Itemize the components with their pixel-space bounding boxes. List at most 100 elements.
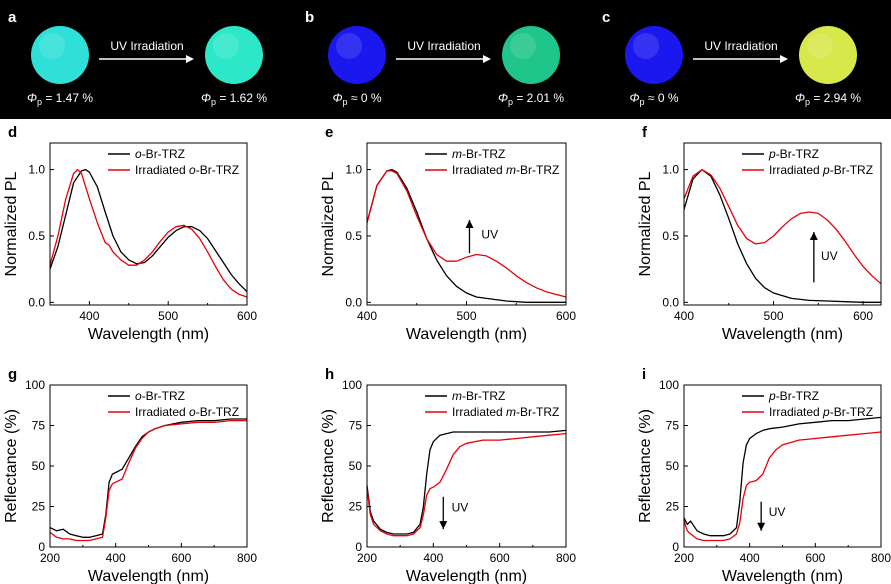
x-tick-label: 500 [456, 309, 476, 323]
series-line-1 [49, 168, 248, 293]
y-tick-label: 0.5 [662, 229, 679, 243]
legend: m-Br-TRZ Irradiated m-Br-TRZ [425, 389, 559, 419]
x-tick-label: 400 [357, 309, 377, 323]
photo-panel-c: c UV Irradiation Φp ≈ 0 % Φp = 2.94 % [602, 9, 861, 107]
sample-before-disc [625, 26, 683, 84]
y-tick-label: 0 [672, 540, 679, 554]
y-axis-label: Reflectance (%) [637, 409, 654, 523]
photo-strip: a UV Irradiation Φp = 1.47 % Φp = 1.62 % b UV… [8, 9, 861, 107]
x-axis-label: Wavelength (nm) [722, 568, 843, 584]
arrow-head [483, 55, 491, 63]
phi-after-value: Φp = 1.62 % [201, 91, 267, 107]
x-axis-label: Wavelength (nm) [722, 326, 843, 343]
sample-before-highlight [335, 32, 363, 60]
panel-label: i [642, 366, 646, 383]
x-axis-label: Wavelength (nm) [406, 568, 527, 584]
uv-annotation: UV [481, 228, 498, 242]
series-line-1 [49, 418, 247, 538]
sample-before-disc [31, 26, 89, 84]
legend-entry-2: Irradiated o-Br-TRZ [135, 405, 239, 419]
y-tick-label: 25 [349, 500, 363, 514]
chart-panel-d: d 400 500 600 0.0 0.5 1.0 Wavelength (nm) Normal… [3, 124, 257, 343]
panel-label: b [305, 9, 314, 26]
chart-panel-g: g 200 400 600 800 0 25 50 75 100 Wavelength (nm) Re… [3, 366, 257, 584]
phi-before-value: Φp = 1.47 % [27, 91, 93, 107]
y-tick-label: 25 [666, 500, 680, 514]
chart-panel-e: e 400 500 600 0.0 0.5 1.0 Wavelength (nm) Normal… [320, 124, 576, 343]
uv-arrow-head [465, 220, 474, 229]
uv-arrow-head [439, 521, 448, 530]
sample-before-disc [328, 26, 386, 84]
sample-before-highlight [38, 32, 66, 60]
sample-after-highlight [806, 32, 834, 60]
legend-entry-1: m-Br-TRZ [452, 147, 505, 161]
panel-label: a [8, 9, 17, 26]
series-line-1 [683, 168, 881, 303]
series-line-2 [49, 168, 248, 298]
x-tick-label: 400 [106, 551, 126, 565]
legend-entry-2: Irradiated m-Br-TRZ [452, 163, 559, 177]
x-tick-label: 600 [805, 551, 825, 565]
arrow-head [186, 55, 194, 63]
legend-entry-1: m-Br-TRZ [452, 389, 505, 403]
x-tick-label: 600 [237, 309, 257, 323]
y-tick-label: 50 [349, 459, 363, 473]
x-tick-label: 400 [740, 551, 760, 565]
y-tick-label: 50 [666, 459, 680, 473]
arrow-head [780, 55, 788, 63]
y-tick-label: 75 [666, 419, 680, 433]
x-tick-label: 800 [237, 551, 257, 565]
uv-arrow-head [809, 231, 818, 240]
legend-entry-1: o-Br-TRZ [135, 147, 185, 161]
y-tick-label: 1.0 [345, 163, 362, 177]
x-tick-label: 400 [423, 551, 443, 565]
legend: o-Br-TRZ Irradiated o-Br-TRZ [108, 389, 239, 419]
series-line-2 [683, 431, 882, 542]
uv-annotation: UV [769, 505, 786, 519]
legend-entry-2: Irradiated p-Br-TRZ [769, 163, 873, 177]
y-tick-label: 100 [659, 378, 679, 392]
legend: m-Br-TRZ Irradiated m-Br-TRZ [425, 147, 559, 177]
y-tick-label: 0.5 [345, 229, 362, 243]
series-line-2 [683, 168, 882, 285]
series-line-1 [366, 168, 566, 303]
y-tick-label: 1.0 [28, 163, 45, 177]
series-line-2 [49, 419, 247, 542]
legend-entry-1: p-Br-TRZ [768, 147, 819, 161]
y-tick-label: 0.0 [662, 295, 679, 309]
legend-entry-1: o-Br-TRZ [135, 389, 185, 403]
chart-panel-i: i 200 400 600 800 0 25 50 75 100 Wavelength (nm) Re… [637, 366, 891, 584]
panel-label: h [325, 366, 334, 383]
panel-label: d [8, 124, 17, 141]
y-axis-label: Normalized PL [637, 171, 654, 276]
y-tick-label: 50 [32, 459, 46, 473]
photo-panel-b: b UV Irradiation Φp ≈ 0 % Φp = 2.01 % [305, 9, 564, 107]
y-tick-label: 0 [38, 540, 45, 554]
y-tick-label: 75 [32, 419, 46, 433]
chart-panel-h: h 200 400 600 800 0 25 50 75 100 Wavelength (nm) Re… [320, 366, 576, 584]
phi-after-value: Φp = 2.01 % [498, 91, 564, 107]
sample-after-disc [502, 26, 560, 84]
plot-frame [683, 142, 882, 306]
panel-label: c [602, 9, 610, 26]
panel-label: e [325, 124, 333, 141]
x-tick-label: 400 [674, 309, 694, 323]
x-tick-label: 500 [158, 309, 178, 323]
panel-label: g [8, 366, 17, 383]
y-tick-label: 100 [342, 378, 362, 392]
phi-before-value: Φp ≈ 0 % [630, 91, 679, 107]
y-tick-label: 0.0 [345, 295, 362, 309]
x-tick-label: 400 [79, 309, 99, 323]
uv-annotation: UV [452, 500, 469, 514]
series-line-1 [683, 416, 882, 537]
x-tick-label: 200 [357, 551, 377, 565]
x-tick-label: 600 [490, 551, 510, 565]
photo-panel-a: a UV Irradiation Φp = 1.47 % Φp = 1.62 % [8, 9, 267, 107]
x-tick-label: 600 [556, 309, 576, 323]
phi-before-value: Φp ≈ 0 % [333, 91, 382, 107]
plot-frame [49, 142, 248, 306]
panel-label: f [642, 124, 648, 141]
x-axis-label: Wavelength (nm) [406, 326, 527, 343]
